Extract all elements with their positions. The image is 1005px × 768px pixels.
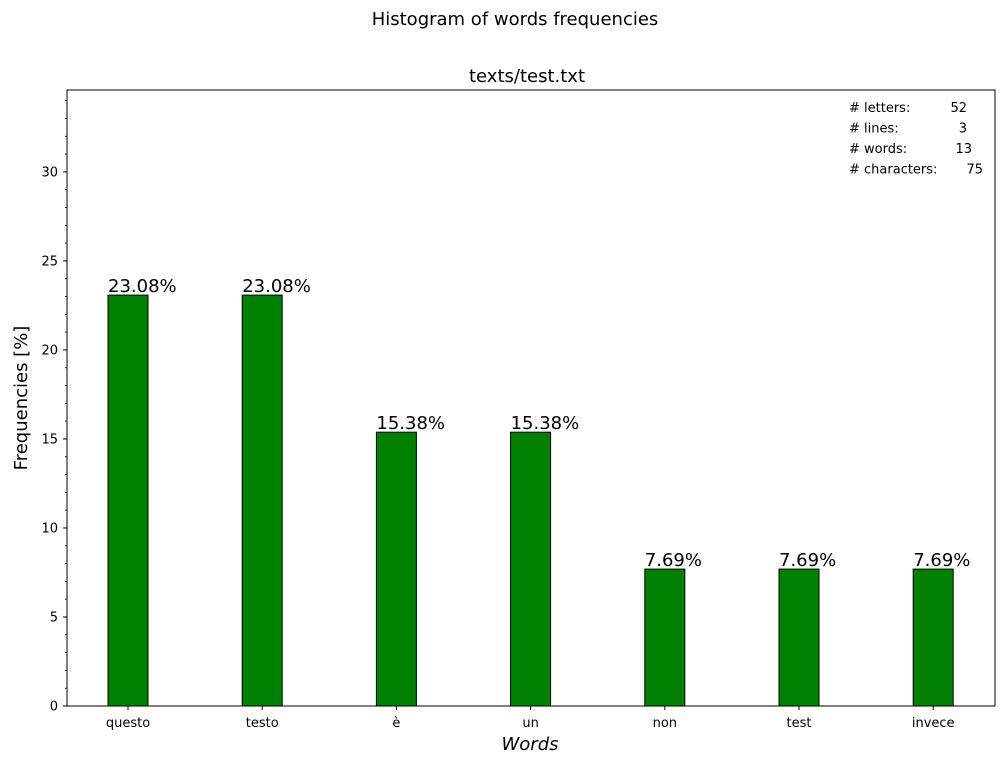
bar-3 (510, 431, 552, 707)
bar-4 (644, 568, 686, 707)
bar-2 (375, 431, 417, 707)
stat-value-0: 52 (950, 101, 967, 116)
bar-0 (107, 294, 149, 707)
y-tick-label-10: 10 (41, 521, 58, 536)
plot-area: 23.08% 23.08% 15.38% 15.38% 7.69% 7.69% 7.69% 0… (41, 89, 996, 731)
x-tick-label-1: testo (246, 716, 279, 731)
stat-value-1: 3 (959, 122, 967, 137)
x-tick-label-6: invece (912, 716, 955, 731)
stat-value-3: 75 (966, 163, 983, 178)
x-axis-label: Words (501, 734, 558, 755)
stat-label-2: # words: (849, 142, 907, 157)
y-tick-label-5: 5 (50, 610, 58, 625)
y-tick-label-30: 30 (41, 165, 58, 180)
chart-suptitle: Histogram of words frequencies (372, 9, 659, 30)
stat-value-2: 13 (955, 142, 972, 157)
y-tick-label-15: 15 (41, 432, 58, 447)
data-label-4: 7.69% (645, 550, 702, 571)
data-label-1: 23.08% (242, 276, 311, 297)
bar-5 (778, 568, 820, 707)
bar-6 (912, 568, 954, 707)
stat-label-3: # characters: (849, 163, 937, 178)
y-tick-label-25: 25 (41, 254, 58, 269)
data-label-6: 7.69% (913, 550, 970, 571)
x-tick-label-2: è (392, 716, 400, 731)
data-label-3: 15.38% (511, 413, 580, 434)
chart-title: texts/test.txt (469, 66, 585, 87)
y-axis-label: Frequencies [%] (11, 326, 32, 471)
x-tick-label-4: non (653, 716, 677, 731)
stat-label-1: # lines: (849, 122, 899, 137)
stat-label-0: # letters: (849, 101, 910, 116)
data-label-0: 23.08% (108, 276, 177, 297)
y-tick-label-20: 20 (41, 343, 58, 358)
x-tick-label-3: un (522, 716, 538, 731)
bar-1 (241, 294, 283, 707)
data-label-5: 7.69% (779, 550, 836, 571)
data-label-2: 15.38% (376, 413, 445, 434)
y-tick-label-0: 0 (50, 700, 58, 715)
x-tick-label-5: test (787, 716, 812, 731)
x-tick-label-0: questo (106, 716, 150, 731)
